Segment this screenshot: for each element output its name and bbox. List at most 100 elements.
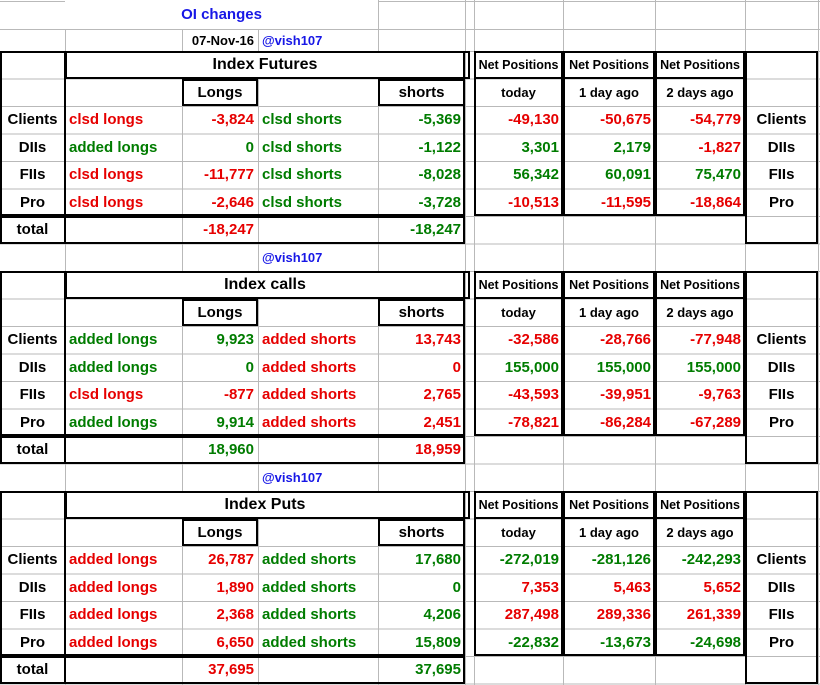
net-col-1day[interactable]: 1 day ago [579, 524, 639, 540]
total-value-cell[interactable]: -18,247 [203, 221, 254, 239]
value-cell[interactable]: 15,809 [415, 633, 461, 651]
row-label[interactable]: Clients [7, 331, 58, 349]
net-value-cell[interactable]: -10,513 [508, 193, 559, 211]
net-col-today[interactable]: today [501, 84, 536, 100]
action-cell[interactable]: clsd shorts [262, 111, 343, 129]
net-value-cell[interactable]: -67,289 [690, 413, 741, 431]
action-cell[interactable]: clsd longs [69, 193, 144, 211]
net-positions-header[interactable]: Net Positions [660, 57, 740, 72]
value-cell[interactable]: 2,451 [423, 413, 461, 431]
row-label[interactable]: Pro [19, 193, 45, 211]
action-cell[interactable]: clsd shorts [262, 166, 343, 184]
action-cell[interactable]: added longs [69, 413, 158, 431]
row-label-right[interactable]: Clients [756, 331, 807, 349]
net-value-cell[interactable]: -11,595 [600, 193, 651, 211]
net-col-2days[interactable]: 2 days ago [666, 84, 734, 100]
action-cell[interactable]: clsd longs [69, 386, 144, 404]
col-header-shorts[interactable]: shorts [398, 83, 445, 101]
row-label[interactable]: DIIs [18, 138, 47, 156]
action-cell[interactable]: added shorts [262, 358, 357, 376]
value-cell[interactable]: 9,914 [216, 413, 254, 431]
action-cell[interactable]: clsd longs [69, 166, 144, 184]
value-cell[interactable]: 17,680 [415, 551, 461, 569]
total-value-cell[interactable]: 37,695 [208, 661, 254, 679]
action-cell[interactable]: added longs [69, 633, 158, 651]
value-cell[interactable]: -2,646 [211, 193, 254, 211]
action-cell[interactable]: clsd shorts [262, 193, 343, 211]
row-label[interactable]: DIIs [18, 578, 47, 596]
total-label[interactable]: total [16, 441, 49, 459]
value-cell[interactable]: 2,765 [423, 386, 461, 404]
action-cell[interactable]: added longs [69, 551, 158, 569]
net-value-cell[interactable]: -32,586 [508, 331, 559, 349]
value-cell[interactable]: -1,122 [418, 138, 461, 156]
value-cell[interactable]: 2,368 [216, 606, 254, 624]
action-cell[interactable]: added shorts [262, 606, 357, 624]
row-label[interactable]: FIIs [19, 166, 46, 184]
total-label[interactable]: total [16, 221, 49, 239]
value-cell[interactable]: 0 [452, 358, 461, 376]
value-cell[interactable]: -3,824 [211, 111, 254, 129]
total-label[interactable]: total [16, 661, 49, 679]
net-positions-header[interactable]: Net Positions [478, 57, 559, 72]
action-cell[interactable]: clsd shorts [262, 138, 343, 156]
net-col-today[interactable]: today [501, 524, 536, 540]
net-value-cell[interactable]: -1,827 [698, 138, 741, 156]
section-title-calls[interactable]: Index calls [65, 271, 465, 299]
row-label-right[interactable]: Pro [768, 413, 794, 431]
row-label-right[interactable]: FIIs [768, 386, 795, 404]
row-label-right[interactable]: Pro [768, 633, 794, 651]
action-cell[interactable]: added shorts [262, 413, 357, 431]
net-value-cell[interactable]: -24,698 [690, 633, 741, 651]
net-positions-header[interactable]: Net Positions [569, 497, 649, 512]
row-label-right[interactable]: DIIs [767, 358, 796, 376]
net-value-cell[interactable]: -242,293 [681, 551, 741, 569]
net-value-cell[interactable]: -50,675 [600, 111, 651, 129]
action-cell[interactable]: added shorts [262, 551, 357, 569]
net-positions-header[interactable]: Net Positions [478, 277, 559, 292]
net-value-cell[interactable]: -86,284 [600, 413, 651, 431]
net-col-1day[interactable]: 1 day ago [579, 304, 639, 320]
net-positions-header[interactable]: Net Positions [660, 277, 740, 292]
row-label-right[interactable]: Clients [756, 111, 807, 129]
value-cell[interactable]: 0 [245, 138, 254, 156]
col-header-longs[interactable]: Longs [197, 523, 243, 541]
action-cell[interactable]: added longs [69, 138, 158, 156]
value-cell[interactable]: -5,369 [418, 111, 461, 129]
value-cell[interactable]: 6,650 [216, 633, 254, 651]
net-value-cell[interactable]: 60,091 [605, 166, 651, 184]
value-cell[interactable]: -3,728 [418, 193, 461, 211]
total-value-cell[interactable]: 18,960 [208, 441, 254, 459]
col-header-longs[interactable]: Longs [197, 83, 243, 101]
net-value-cell[interactable]: 289,336 [596, 606, 651, 624]
net-value-cell[interactable]: -78,821 [508, 413, 559, 431]
net-value-cell[interactable]: -281,126 [591, 551, 651, 569]
action-cell[interactable]: added longs [69, 578, 158, 596]
net-positions-header[interactable]: Net Positions [569, 277, 649, 292]
net-value-cell[interactable]: 155,000 [504, 358, 559, 376]
value-cell[interactable]: -877 [223, 386, 254, 404]
value-cell[interactable]: 1,890 [216, 578, 254, 596]
action-cell[interactable]: added shorts [262, 386, 357, 404]
net-value-cell[interactable]: -43,593 [508, 386, 559, 404]
action-cell[interactable]: added shorts [262, 633, 357, 651]
row-label-right[interactable]: FIIs [768, 166, 795, 184]
value-cell[interactable]: -11,777 [203, 166, 254, 184]
action-cell[interactable]: added longs [69, 331, 158, 349]
handle-cell[interactable]: @vish107 [262, 469, 323, 485]
value-cell[interactable]: 13,743 [415, 331, 461, 349]
col-header-longs[interactable]: Longs [197, 303, 243, 321]
action-cell[interactable]: added longs [69, 358, 158, 376]
value-cell[interactable]: -8,028 [418, 166, 461, 184]
total-value-cell[interactable]: 18,959 [415, 441, 461, 459]
net-value-cell[interactable]: -13,673 [600, 633, 651, 651]
net-value-cell[interactable]: -49,130 [508, 111, 559, 129]
value-cell[interactable]: 9,923 [216, 331, 254, 349]
net-col-1day[interactable]: 1 day ago [579, 84, 639, 100]
net-value-cell[interactable]: 75,470 [695, 166, 741, 184]
value-cell[interactable]: 0 [452, 578, 461, 596]
net-value-cell[interactable]: -9,763 [698, 386, 741, 404]
net-value-cell[interactable]: 155,000 [686, 358, 741, 376]
net-value-cell[interactable]: 5,652 [703, 578, 741, 596]
net-value-cell[interactable]: -22,832 [508, 633, 559, 651]
